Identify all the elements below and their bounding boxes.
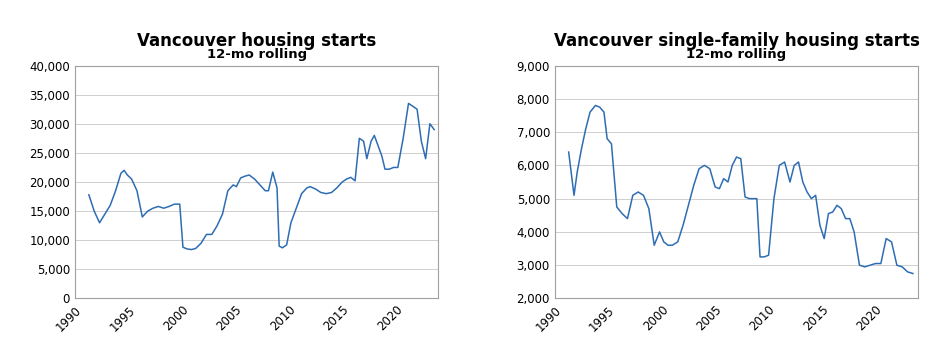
Text: 12-mo rolling: 12-mo rolling xyxy=(686,48,785,61)
Title: Vancouver single-family housing starts: Vancouver single-family housing starts xyxy=(553,32,918,50)
Title: Vancouver housing starts: Vancouver housing starts xyxy=(137,32,376,50)
Text: 12-mo rolling: 12-mo rolling xyxy=(207,48,306,61)
